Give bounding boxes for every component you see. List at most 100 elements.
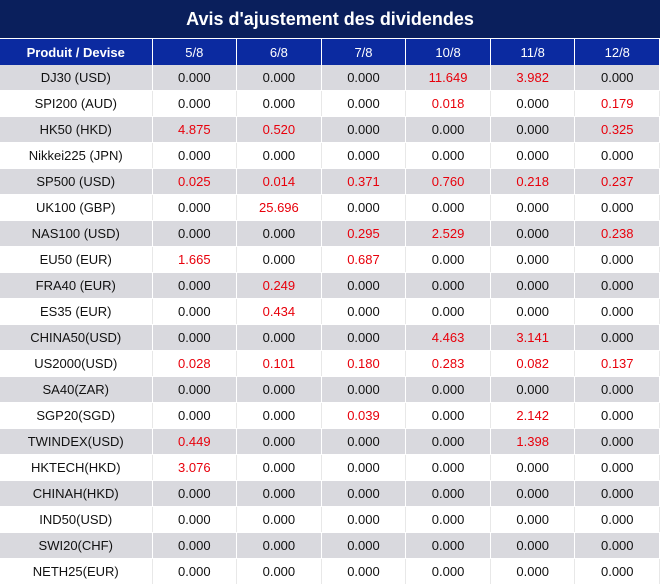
table-row: SP500 (USD) 0.025 0.014 0.371 0.760 0.218 0.23… — [0, 168, 660, 195]
dividend-value-cell: 0.000 — [490, 454, 576, 481]
product-cell: IND50(USD) — [0, 506, 153, 533]
dividend-value-cell: 0.000 — [321, 558, 407, 585]
dividend-value-cell: 0.000 — [574, 376, 660, 403]
dividend-value-cell: 2.529 — [405, 220, 491, 247]
dividend-value-cell: 0.000 — [405, 194, 491, 221]
product-cell: TWINDEX(USD) — [0, 428, 153, 455]
product-cell: UK100 (GBP) — [0, 194, 153, 221]
column-header-product: Produit / Devise — [0, 39, 153, 65]
dividend-value-cell: 0.000 — [490, 142, 576, 169]
dividend-value-cell: 0.000 — [574, 65, 660, 91]
table-row: EU50 (EUR) 1.665 0.000 0.687 0.000 0.000 0.000 — [0, 246, 660, 273]
dividend-value-cell: 0.000 — [152, 298, 238, 325]
dividend-value-cell: 0.000 — [405, 402, 491, 429]
dividend-value-cell: 0.371 — [321, 168, 407, 195]
dividend-value-cell: 0.000 — [152, 558, 238, 585]
dividend-value-cell: 0.000 — [236, 220, 322, 247]
product-cell: SWI20(CHF) — [0, 532, 153, 559]
product-cell: HKTECH(HKD) — [0, 454, 153, 481]
dividend-value-cell: 25.696 — [236, 194, 322, 221]
dividend-value-cell: 0.000 — [321, 376, 407, 403]
table-row: ES35 (EUR) 0.000 0.434 0.000 0.000 0.000 0.000 — [0, 298, 660, 325]
dividend-value-cell: 0.000 — [236, 532, 322, 559]
dividend-value-cell: 0.000 — [490, 194, 576, 221]
dividend-value-cell: 0.000 — [236, 246, 322, 273]
dividend-value-cell: 0.000 — [490, 272, 576, 299]
dividend-value-cell: 0.000 — [321, 480, 407, 507]
dividend-value-cell: 0.000 — [236, 90, 322, 117]
dividend-value-cell: 0.000 — [236, 428, 322, 455]
dividend-value-cell: 0.295 — [321, 220, 407, 247]
dividend-value-cell: 0.000 — [152, 90, 238, 117]
dividend-value-cell: 0.025 — [152, 168, 238, 195]
dividend-value-cell: 0.000 — [152, 272, 238, 299]
dividend-value-cell: 0.249 — [236, 272, 322, 299]
dividend-value-cell: 0.000 — [490, 376, 576, 403]
product-cell: SA40(ZAR) — [0, 376, 153, 403]
dividend-value-cell: 0.000 — [236, 506, 322, 533]
dividend-value-cell: 0.000 — [405, 506, 491, 533]
table-row: TWINDEX(USD) 0.449 0.000 0.000 0.000 1.398 0.0… — [0, 428, 660, 455]
table-row: CHINAH(HKD) 0.000 0.000 0.000 0.000 0.000 0.00… — [0, 480, 660, 507]
dividend-value-cell: 0.000 — [574, 324, 660, 351]
dividend-value-cell: 0.000 — [236, 454, 322, 481]
table-row: UK100 (GBP) 0.000 25.696 0.000 0.000 0.000 0.0… — [0, 194, 660, 221]
dividend-value-cell: 0.000 — [405, 480, 491, 507]
dividend-value-cell: 0.000 — [236, 402, 322, 429]
dividend-value-cell: 0.000 — [490, 246, 576, 273]
dividend-value-cell: 0.449 — [152, 428, 238, 455]
table-row: Nikkei225 (JPN) 0.000 0.000 0.000 0.000 0.000… — [0, 142, 660, 169]
dividend-value-cell: 0.000 — [574, 454, 660, 481]
table-row: US2000(USD) 0.028 0.101 0.180 0.283 0.082 0.13… — [0, 350, 660, 377]
dividend-value-cell: 0.000 — [321, 65, 407, 91]
table-row: NETH25(EUR) 0.000 0.000 0.000 0.000 0.000 0.00… — [0, 558, 660, 585]
dividend-value-cell: 0.000 — [405, 246, 491, 273]
dividend-value-cell: 0.000 — [574, 272, 660, 299]
dividend-value-cell: 4.875 — [152, 116, 238, 143]
dividend-value-cell: 0.000 — [405, 272, 491, 299]
dividend-value-cell: 0.000 — [152, 402, 238, 429]
product-cell: US2000(USD) — [0, 350, 153, 377]
dividend-value-cell: 0.000 — [405, 532, 491, 559]
dividend-value-cell: 0.000 — [152, 376, 238, 403]
column-header-date: 7/8 — [321, 39, 407, 65]
dividend-table: Produit / Devise 5/8 6/8 7/8 10/8 11/8 1… — [0, 39, 660, 585]
dividend-value-cell: 0.180 — [321, 350, 407, 377]
dividend-value-cell: 0.179 — [574, 90, 660, 117]
dividend-value-cell: 0.000 — [152, 194, 238, 221]
table-row: FRA40 (EUR) 0.000 0.249 0.000 0.000 0.000 0.00… — [0, 272, 660, 299]
dividend-value-cell: 0.000 — [490, 532, 576, 559]
table-row: HK50 (HKD) 4.875 0.520 0.000 0.000 0.000 0.325 — [0, 116, 660, 143]
dividend-value-cell: 0.520 — [236, 116, 322, 143]
dividend-value-cell: 0.000 — [405, 298, 491, 325]
dividend-value-cell: 0.000 — [152, 65, 238, 91]
dividend-value-cell: 0.000 — [574, 246, 660, 273]
dividend-value-cell: 0.000 — [152, 142, 238, 169]
page-title: Avis d'ajustement des dividendes — [0, 0, 660, 39]
product-cell: NETH25(EUR) — [0, 558, 153, 585]
dividend-value-cell: 0.101 — [236, 350, 322, 377]
dividend-value-cell: 0.000 — [490, 558, 576, 585]
dividend-value-cell: 3.076 — [152, 454, 238, 481]
table-row: CHINA50(USD) 0.000 0.000 0.000 4.463 3.141 0.0… — [0, 324, 660, 351]
dividend-value-cell: 0.000 — [152, 506, 238, 533]
dividend-value-cell: 0.000 — [152, 532, 238, 559]
dividend-value-cell: 0.000 — [236, 65, 322, 91]
table-row: SGP20(SGD) 0.000 0.000 0.039 0.000 2.142 0.000 — [0, 402, 660, 429]
table-row: SWI20(CHF) 0.000 0.000 0.000 0.000 0.000 0.000 — [0, 532, 660, 559]
dividend-value-cell: 0.000 — [321, 90, 407, 117]
dividend-value-cell: 2.142 — [490, 402, 576, 429]
dividend-value-cell: 0.039 — [321, 402, 407, 429]
dividend-value-cell: 0.018 — [405, 90, 491, 117]
product-cell: SGP20(SGD) — [0, 402, 153, 429]
product-cell: EU50 (EUR) — [0, 246, 153, 273]
dividend-value-cell: 0.000 — [490, 480, 576, 507]
table-row: DJ30 (USD) 0.000 0.000 0.000 11.649 3.982 0.00… — [0, 65, 660, 91]
dividend-value-cell: 0.325 — [574, 116, 660, 143]
table-row: SA40(ZAR) 0.000 0.000 0.000 0.000 0.000 0.000 — [0, 376, 660, 403]
dividend-value-cell: 0.760 — [405, 168, 491, 195]
column-header-date: 6/8 — [236, 39, 322, 65]
dividend-value-cell: 0.000 — [405, 116, 491, 143]
dividend-value-cell: 0.000 — [574, 402, 660, 429]
dividend-value-cell: 0.237 — [574, 168, 660, 195]
